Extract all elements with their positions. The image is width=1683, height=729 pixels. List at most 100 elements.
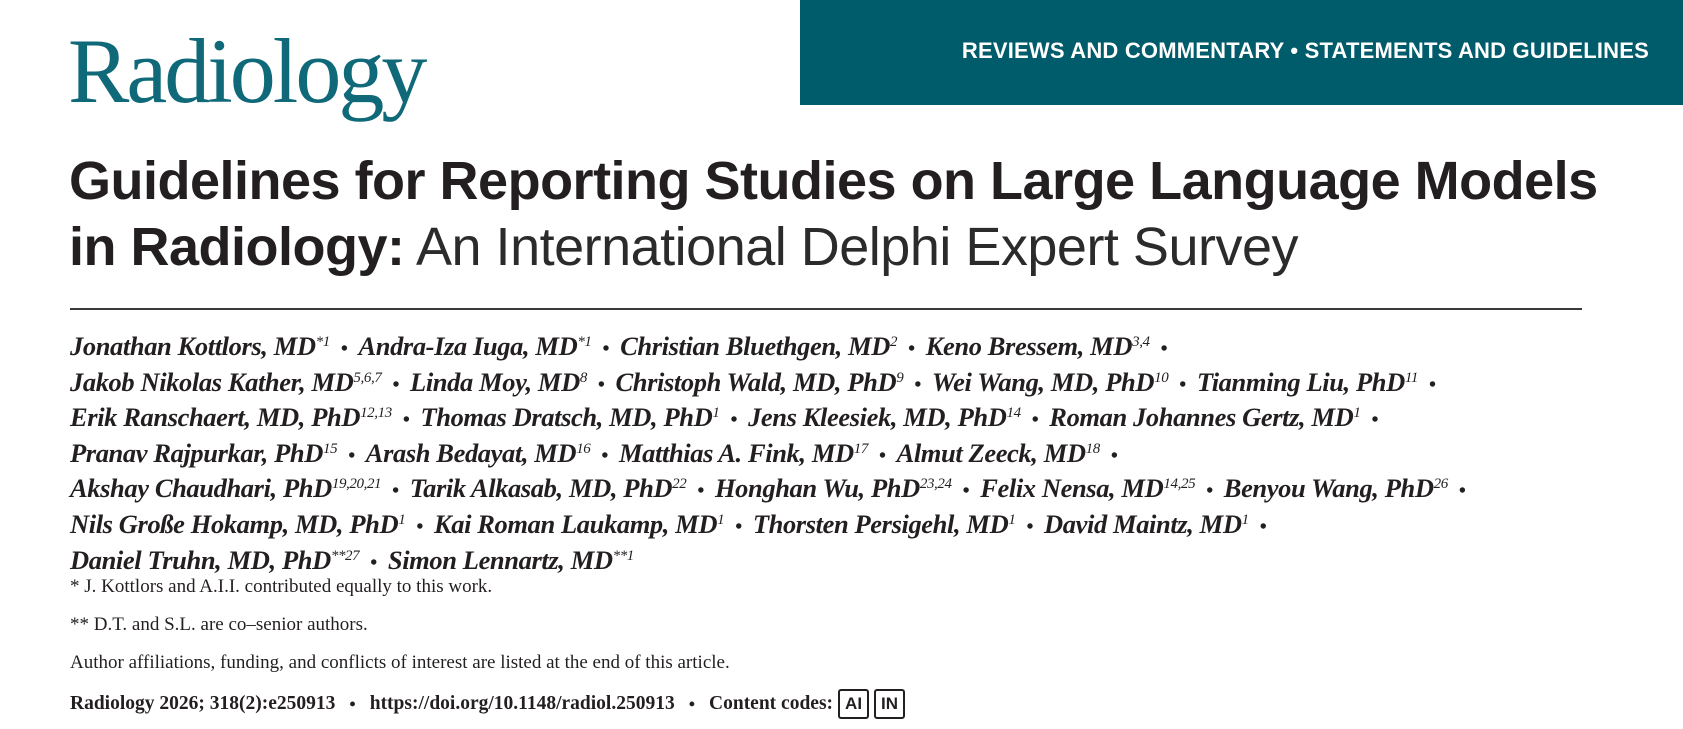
author-separator: •	[601, 444, 608, 467]
author-affiliation-marker: 15	[322, 440, 338, 457]
author-name-text: Daniel Truhn, MD, PhD	[70, 544, 331, 575]
author-affiliation-marker: **1	[612, 547, 635, 564]
doi-link[interactable]: https://doi.org/10.1148/radiol.250913	[369, 693, 675, 714]
author-line: Jakob Nikolas Kather, MD5,6,7 • Linda Moy,…	[70, 366, 1610, 402]
author-affiliation-marker: 2	[890, 334, 898, 350]
author-name-text: Arash Bedayat, MD	[365, 437, 577, 468]
author-affiliation-marker: 11	[1404, 369, 1418, 386]
author-name: David Maintz, MD1	[1044, 509, 1249, 539]
author-name-text: Keno Bressem, MD	[925, 331, 1133, 361]
author-separator: •	[416, 515, 423, 538]
author-name: Jakob Nikolas Kather, MD5,6,7	[70, 367, 382, 397]
affiliations-note: Author affiliations, funding, and confli…	[70, 652, 730, 673]
author-separator: •	[878, 444, 886, 467]
author-separator: •	[402, 409, 410, 432]
article-title: Guidelines for Reporting Studies on Larg…	[69, 148, 1609, 280]
author-affiliation-marker: 8	[579, 369, 588, 386]
author-affiliation-marker: 14	[1006, 405, 1021, 422]
author-name: Akshay Chaudhari, PhD19,20,21	[70, 473, 382, 504]
author-name: Erik Ranschaert, MD, PhD12,13	[70, 402, 392, 432]
author-name-text: Kai Roman Laukamp, MD	[433, 508, 718, 539]
author-name-text: Nils Große Hokamp, MD, PhD	[70, 508, 399, 539]
author-separator: •	[1206, 480, 1213, 503]
author-name: Christian Bluethgen, MD2	[620, 331, 897, 361]
author-name: Jens Kleesiek, MD, PhD14	[748, 402, 1021, 432]
author-affiliation-marker: 1	[398, 511, 406, 528]
author-line: Nils Große Hokamp, MD, PhD1 • Kai Roman La…	[70, 508, 1610, 544]
author-name: Kai Roman Laukamp, MD1	[433, 508, 725, 539]
author-name: Almut Zeeck, MD18	[896, 437, 1101, 468]
author-separator: •	[340, 338, 348, 360]
author-line: Pranav Rajpurkar, PhD15 • Arash Bedayat, M…	[70, 437, 1610, 473]
author-line: Erik Ranschaert, MD, PhD12,13 • Thomas Dra…	[70, 401, 1610, 437]
author-list: Jonathan Kottlors, MD*1 • Andra-Iza Iuga, …	[70, 330, 1610, 579]
citation-separator: •	[688, 693, 696, 714]
section-banner-text: REVIEWS AND COMMENTARY • STATEMENTS AND …	[961, 38, 1649, 63]
author-separator: •	[1371, 409, 1379, 432]
author-affiliation-marker: 1	[712, 405, 720, 422]
author-separator: •	[392, 480, 399, 503]
author-affiliation-marker: 1	[717, 511, 725, 528]
author-affiliation-marker: 16	[576, 440, 591, 457]
author-name-text: Tianming Liu, PhD	[1196, 366, 1405, 397]
author-name: Nils Große Hokamp, MD, PhD1	[70, 508, 406, 539]
author-separator: •	[908, 338, 915, 360]
author-separator: •	[730, 409, 738, 432]
author-name: Tianming Liu, PhD11	[1197, 367, 1418, 397]
author-separator: •	[1428, 373, 1436, 396]
content-code-ai-badge: AI	[838, 689, 870, 719]
author-affiliation-marker: *1	[577, 334, 592, 350]
author-separator: •	[697, 480, 704, 503]
author-affiliation-marker: 1	[1353, 405, 1361, 422]
author-name-text: Andra-Iza Iuga, MD	[358, 331, 578, 361]
author-name-text: Thorsten Persigehl, MD	[752, 508, 1009, 539]
author-separator: •	[1031, 409, 1039, 432]
author-separator: •	[1160, 338, 1168, 360]
author-name: Roman Johannes Gertz, MD1	[1049, 402, 1361, 433]
author-affiliation-marker: 1	[1008, 511, 1016, 528]
title-main-line2: in Radiology:	[69, 217, 405, 277]
author-name: Daniel Truhn, MD, PhD**27	[70, 544, 360, 575]
co-senior-note: ** D.T. and S.L. are co–senior authors.	[70, 614, 368, 635]
author-name-text: Thomas Dratsch, MD, PhD	[420, 402, 713, 433]
author-separator: •	[602, 338, 610, 360]
author-name: Andra-Iza Iuga, MD*1	[358, 331, 591, 361]
author-name-text: Roman Johannes Gertz, MD	[1049, 402, 1354, 433]
equal-contribution-note: * J. Kottlors and A.I.I. contributed equ…	[70, 576, 493, 597]
author-name-text: Matthias A. Fink, MD	[619, 437, 854, 468]
author-name: Arash Bedayat, MD16	[366, 438, 591, 468]
author-affiliation-marker: **27	[330, 547, 360, 564]
author-name-text: David Maintz, MD	[1044, 508, 1242, 539]
author-name-text: Linda Moy, MD	[410, 366, 580, 397]
author-name-text: Pranav Rajpurkar, PhD	[70, 437, 323, 468]
author-name-text: Felix Nensa, MD	[980, 473, 1164, 504]
author-separator: •	[735, 515, 742, 538]
author-affiliation-marker: 26	[1433, 476, 1449, 493]
author-separator: •	[914, 373, 921, 396]
author-line: Akshay Chaudhari, PhD19,20,21 • Tarik Alka…	[70, 472, 1610, 508]
author-name: Simon Lennartz, MD**1	[388, 545, 634, 575]
author-name: Matthias A. Fink, MD17	[619, 438, 868, 468]
title-subtitle: An International Delphi Expert Survey	[404, 217, 1298, 277]
author-name: Wei Wang, MD, PhD10	[931, 366, 1169, 397]
author-name: Linda Moy, MD8	[410, 367, 587, 397]
author-name: Thorsten Persigehl, MD1	[753, 509, 1016, 539]
title-main-line1: Guidelines for Reporting Studies on Larg…	[69, 151, 1598, 211]
author-separator: •	[962, 480, 970, 503]
journal-reference: Radiology 2026; 318(2):e250913	[70, 693, 336, 714]
author-affiliation-marker: 10	[1154, 369, 1169, 386]
author-name-text: Simon Lennartz, MD	[387, 544, 613, 575]
author-line: Jonathan Kottlors, MD*1 • Andra-Iza Iuga, …	[70, 330, 1610, 366]
author-separator: •	[597, 373, 605, 396]
journal-logo: Radiology	[68, 20, 427, 122]
citation-separator: •	[349, 693, 356, 714]
author-name-text: Almut Zeeck, MD	[896, 437, 1086, 468]
author-name-text: Akshay Chaudhari, PhD	[70, 473, 332, 504]
author-separator: •	[1179, 373, 1186, 396]
author-name-text: Wei Wang, MD, PhD	[931, 366, 1155, 397]
author-name: Christoph Wald, MD, PhD9	[616, 367, 904, 397]
author-affiliation-marker: 12,13	[360, 405, 392, 422]
author-affiliation-marker: 18	[1085, 440, 1101, 457]
author-name: Thomas Dratsch, MD, PhD1	[420, 402, 719, 432]
author-affiliation-marker: 22	[672, 476, 687, 493]
